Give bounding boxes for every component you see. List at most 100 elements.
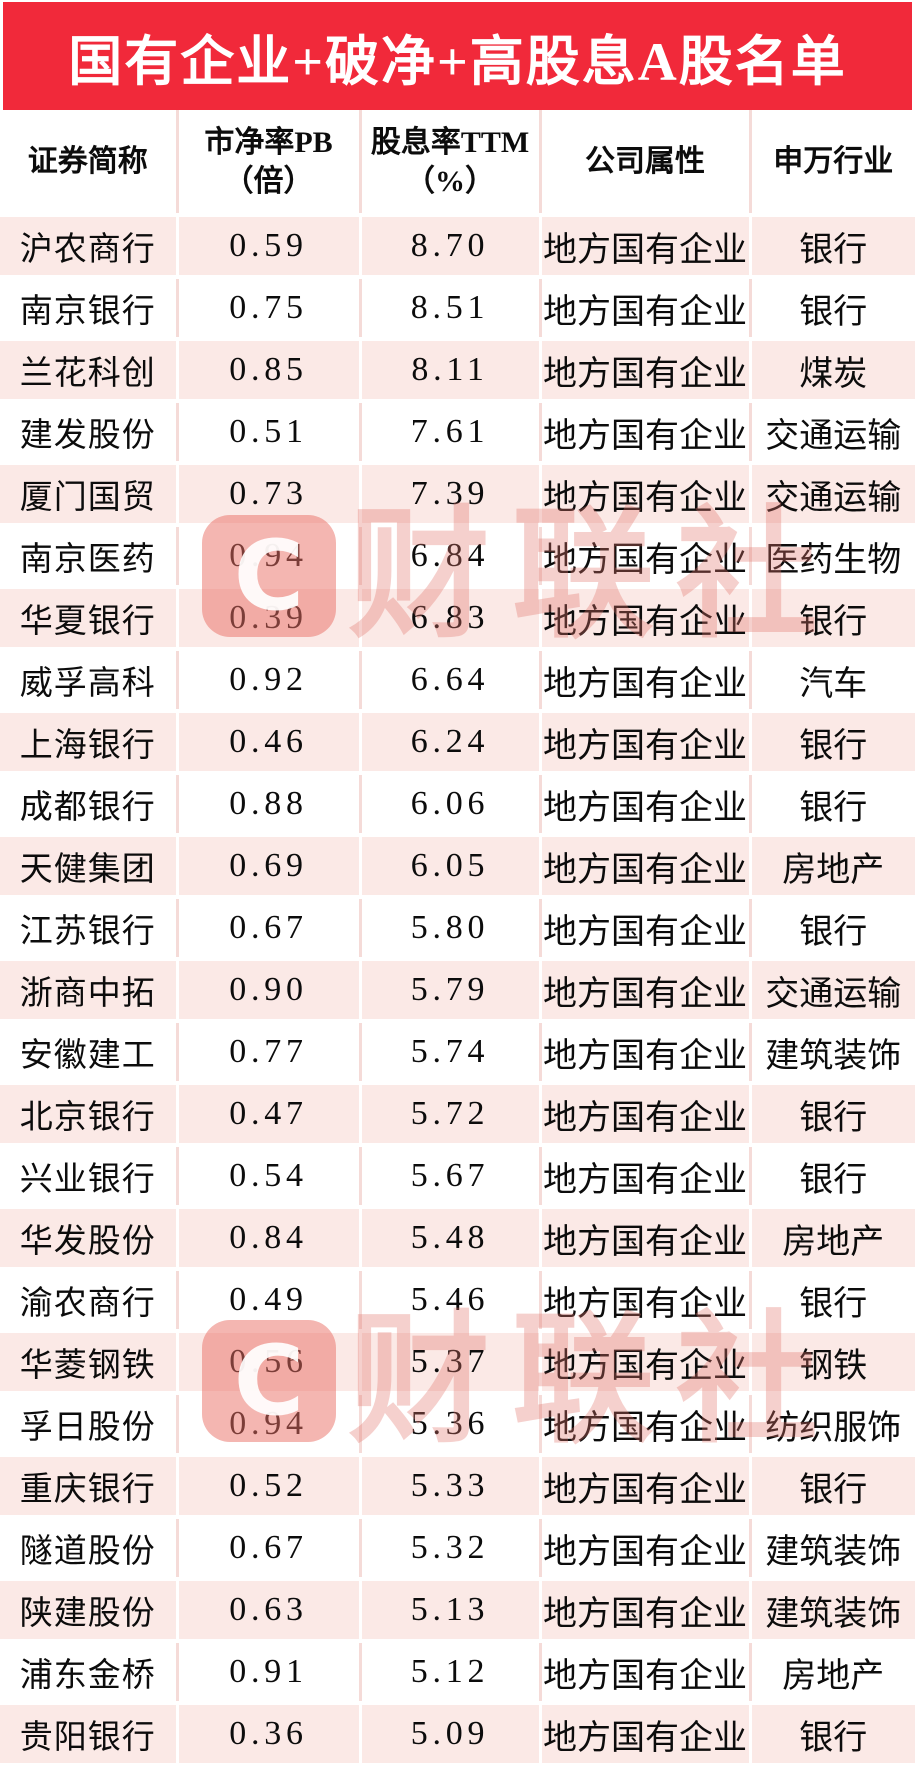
cell-industry: 建筑装饰 [750,1517,915,1581]
cell-dividend-ttm: 5.46 [360,1269,542,1333]
cell-industry: 银行 [750,277,915,341]
cell-dividend-ttm: 6.83 [360,587,542,651]
cell-dividend-ttm: 5.09 [360,1703,542,1767]
cell-dividend-ttm: 8.11 [360,339,542,403]
cell-dividend-ttm: 6.84 [360,525,542,589]
cell-attribute: 地方国有企业 [540,525,752,589]
cell-dividend-ttm: 8.70 [360,215,542,279]
cell-dividend-ttm: 5.37 [360,1331,542,1395]
cell-attribute: 地方国有企业 [540,711,752,775]
cell-dividend-ttm: 5.79 [360,959,542,1023]
cell-attribute: 地方国有企业 [540,1579,752,1643]
cell-pb-ratio: 0.92 [177,649,362,713]
table-row: 南京银行 0.75 8.51 地方国有企业 银行 [0,277,915,341]
cell-industry: 银行 [750,1269,915,1333]
cell-stock-name: 安徽建工 [0,1021,179,1085]
cell-pb-ratio: 0.54 [177,1145,362,1209]
cell-industry: 房地产 [750,1641,915,1705]
cell-dividend-ttm: 7.61 [360,401,542,465]
cell-pb-ratio: 0.94 [177,1393,362,1457]
cell-attribute: 地方国有企业 [540,835,752,899]
table-row: 上海银行 0.46 6.24 地方国有企业 银行 [0,711,915,775]
cell-attribute: 地方国有企业 [540,1703,752,1767]
cell-stock-name: 兰花科创 [0,339,179,403]
table-body: 沪农商行 0.59 8.70 地方国有企业 银行 南京银行 0.75 8.51 … [0,215,915,1767]
cell-dividend-ttm: 6.06 [360,773,542,837]
cell-stock-name: 南京医药 [0,525,179,589]
cell-industry: 交通运输 [750,463,915,527]
table-row: 隧道股份 0.67 5.32 地方国有企业 建筑装饰 [0,1517,915,1581]
cell-attribute: 地方国有企业 [540,1517,752,1581]
table-row: 浦东金桥 0.91 5.12 地方国有企业 房地产 [0,1641,915,1705]
page-title: 国有企业+破净+高股息A股名单 [68,31,847,92]
cell-stock-name: 浦东金桥 [0,1641,179,1705]
table-row: 华发股份 0.84 5.48 地方国有企业 房地产 [0,1207,915,1271]
cell-pb-ratio: 0.49 [177,1269,362,1333]
cell-industry: 银行 [750,773,915,837]
cell-dividend-ttm: 6.05 [360,835,542,899]
cell-industry: 银行 [750,1455,915,1519]
cell-attribute: 地方国有企业 [540,959,752,1023]
cell-dividend-ttm: 5.48 [360,1207,542,1271]
cell-dividend-ttm: 5.72 [360,1083,542,1147]
table-row: 兰花科创 0.85 8.11 地方国有企业 煤炭 [0,339,915,403]
cell-industry: 汽车 [750,649,915,713]
cell-attribute: 地方国有企业 [540,401,752,465]
cell-stock-name: 陕建股份 [0,1579,179,1643]
cell-stock-name: 成都银行 [0,773,179,837]
table-row: 重庆银行 0.52 5.33 地方国有企业 银行 [0,1455,915,1519]
cell-attribute: 地方国有企业 [540,1331,752,1395]
cell-pb-ratio: 0.56 [177,1331,362,1395]
cell-industry: 建筑装饰 [750,1579,915,1643]
cell-attribute: 地方国有企业 [540,1455,752,1519]
cell-stock-name: 渝农商行 [0,1269,179,1333]
cell-pb-ratio: 0.73 [177,463,362,527]
cell-pb-ratio: 0.91 [177,1641,362,1705]
cell-pb-ratio: 0.77 [177,1021,362,1085]
table-row: 厦门国贸 0.73 7.39 地方国有企业 交通运输 [0,463,915,527]
cell-pb-ratio: 0.94 [177,525,362,589]
table-row: 孚日股份 0.94 5.36 地方国有企业 纺织服饰 [0,1393,915,1457]
table-row: 江苏银行 0.67 5.80 地方国有企业 银行 [0,897,915,961]
cell-stock-name: 威孚高科 [0,649,179,713]
cell-dividend-ttm: 5.12 [360,1641,542,1705]
cell-pb-ratio: 0.88 [177,773,362,837]
table-row: 沪农商行 0.59 8.70 地方国有企业 银行 [0,215,915,279]
cell-industry: 医药生物 [750,525,915,589]
table-row: 成都银行 0.88 6.06 地方国有企业 银行 [0,773,915,837]
cell-pb-ratio: 0.59 [177,215,362,279]
column-header-dividend-ttm: 股息率TTM （%） [360,110,542,217]
cell-industry: 银行 [750,215,915,279]
cell-pb-ratio: 0.90 [177,959,362,1023]
cell-pb-ratio: 0.85 [177,339,362,403]
cell-dividend-ttm: 7.39 [360,463,542,527]
cell-stock-name: 建发股份 [0,401,179,465]
cell-industry: 银行 [750,711,915,775]
table-row: 安徽建工 0.77 5.74 地方国有企业 建筑装饰 [0,1021,915,1085]
cell-industry: 房地产 [750,835,915,899]
cell-pb-ratio: 0.69 [177,835,362,899]
cell-industry: 交通运输 [750,959,915,1023]
cell-industry: 银行 [750,1145,915,1209]
cell-pb-ratio: 0.75 [177,277,362,341]
table-row: 贵阳银行 0.36 5.09 地方国有企业 银行 [0,1703,915,1767]
cell-attribute: 地方国有企业 [540,773,752,837]
column-header-name: 证券简称 [0,110,179,217]
cell-attribute: 地方国有企业 [540,277,752,341]
cell-stock-name: 孚日股份 [0,1393,179,1457]
cell-attribute: 地方国有企业 [540,215,752,279]
cell-dividend-ttm: 6.24 [360,711,542,775]
cell-stock-name: 贵阳银行 [0,1703,179,1767]
header-row: 证券简称 市净率PB （倍） 股息率TTM （%） 公司属性 申万行业 [0,110,915,217]
table-row: 天健集团 0.69 6.05 地方国有企业 房地产 [0,835,915,899]
cell-pb-ratio: 0.52 [177,1455,362,1519]
cell-attribute: 地方国有企业 [540,339,752,403]
cell-dividend-ttm: 8.51 [360,277,542,341]
table-row: 华菱钢铁 0.56 5.37 地方国有企业 钢铁 [0,1331,915,1395]
column-header-industry: 申万行业 [750,110,915,217]
column-header-pb: 市净率PB （倍） [177,110,362,217]
table-row: 浙商中拓 0.90 5.79 地方国有企业 交通运输 [0,959,915,1023]
cell-industry: 建筑装饰 [750,1021,915,1085]
cell-stock-name: 沪农商行 [0,215,179,279]
cell-attribute: 地方国有企业 [540,1083,752,1147]
